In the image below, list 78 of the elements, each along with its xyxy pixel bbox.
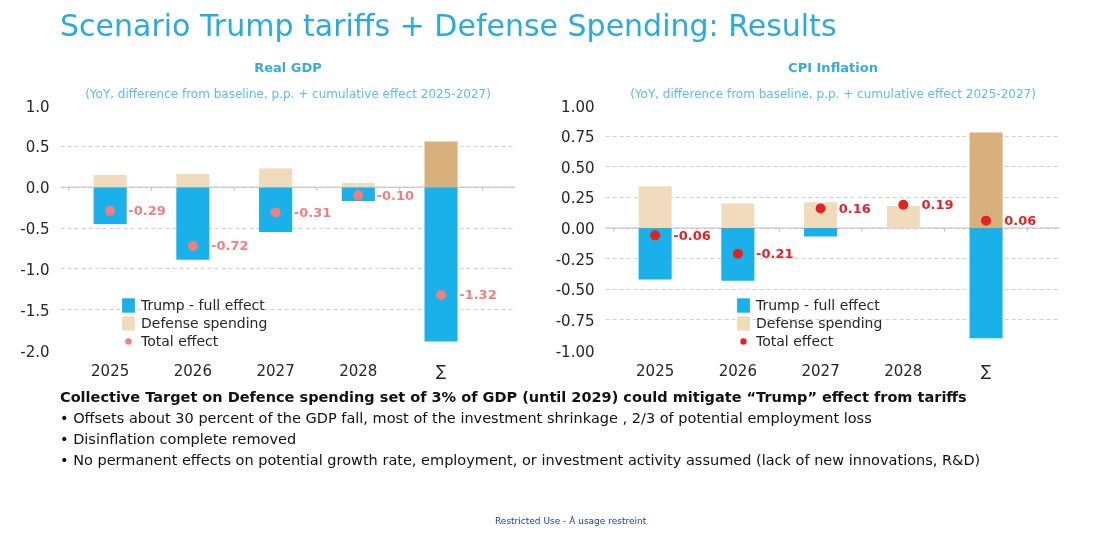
data-label: 0.06 xyxy=(1004,213,1037,229)
bar xyxy=(886,205,920,228)
y-tick-label: -1.0 xyxy=(20,260,50,279)
bar xyxy=(176,174,210,188)
bar xyxy=(969,228,1003,339)
y-tick-label: 0.25 xyxy=(561,189,595,208)
point xyxy=(981,215,992,226)
data-label: -0.31 xyxy=(293,204,332,220)
data-label: -0.29 xyxy=(128,203,166,219)
data-label: -0.10 xyxy=(376,187,414,203)
y-tick-label: 0.5 xyxy=(25,138,50,157)
y-tick-label: 1.0 xyxy=(25,97,50,116)
y-tick-label: 0.00 xyxy=(561,220,595,238)
x-tick-label: 2027 xyxy=(801,361,840,380)
chart-subtitle: (YoY, difference from baseline, p.p. + cumulative effect 2025-2027) xyxy=(630,86,1036,101)
y-tick-label: -0.75 xyxy=(555,311,595,330)
y-tick-label: -1.00 xyxy=(555,342,595,361)
y-tick-label: 0.50 xyxy=(561,158,595,177)
y-tick-label: 1.00 xyxy=(561,97,595,116)
legend-label: Total effect xyxy=(141,332,219,350)
legend-label: Trump - full effect xyxy=(756,296,880,314)
bar xyxy=(259,187,293,233)
bar xyxy=(638,228,672,280)
x-tick-label: 2028 xyxy=(339,361,378,380)
y-tick-label: -0.25 xyxy=(555,250,595,269)
x-tick-label: 2027 xyxy=(256,361,295,380)
data-label: 0.19 xyxy=(921,197,954,213)
bar xyxy=(721,203,755,228)
point xyxy=(270,207,281,218)
bar xyxy=(638,186,672,228)
bar xyxy=(424,141,458,188)
text: • No permanent effects on potential growth rate, employment, or investment activity assumed (lack of new innovations, R&D) xyxy=(60,451,982,470)
bar xyxy=(341,183,375,188)
x-tick-label: 2025 xyxy=(636,361,675,380)
bar xyxy=(176,187,210,260)
y-tick-label: -2.0 xyxy=(20,342,50,361)
bar xyxy=(93,187,127,224)
data-label: -0.21 xyxy=(756,246,794,262)
text: Collective Target on Defence spending set of 3% of GDP (until 2029) could mitigate “Trump” effect from tariffs xyxy=(60,388,968,407)
point xyxy=(187,240,198,251)
bar xyxy=(424,187,458,342)
point xyxy=(815,203,826,214)
data-label: -1.32 xyxy=(459,287,497,303)
x-tick-label: 2025 xyxy=(91,361,130,380)
point xyxy=(898,199,909,210)
point xyxy=(436,289,447,300)
text: • Disinflation complete removed xyxy=(60,430,298,449)
x-tick-label: 2026 xyxy=(173,361,212,380)
bar xyxy=(969,132,1003,228)
point xyxy=(732,248,743,259)
point xyxy=(650,230,661,241)
y-tick-label: -0.5 xyxy=(20,220,50,238)
legend-label: Defense spending xyxy=(141,314,268,332)
data-label: 0.16 xyxy=(838,200,871,216)
y-tick-label: -0.50 xyxy=(555,281,595,300)
bar xyxy=(93,174,127,188)
x-tick-label: 2026 xyxy=(718,361,757,380)
chart-subtitle: (YoY, difference from baseline, p.p. + cumulative effect 2025-2027) xyxy=(85,86,491,101)
chart-title: Real GDP xyxy=(254,59,322,75)
bar xyxy=(804,202,838,228)
legend-label: Defense spending xyxy=(756,314,883,332)
text: • Offsets about 30 percent of the GDP fall, most of the investment shrinkage , 2/3 of potential employment loss xyxy=(60,409,873,428)
chart-title: CPI Inflation xyxy=(788,59,878,75)
legend-label: Total effect xyxy=(756,332,834,350)
bar xyxy=(259,168,293,188)
text: Scenario Trump tariffs + Defense Spending: Results xyxy=(59,7,837,45)
bar xyxy=(721,228,755,281)
y-tick-label: 0.0 xyxy=(25,179,50,198)
x-tick-label: ∑ xyxy=(435,361,447,380)
data-label: -0.72 xyxy=(211,238,249,254)
y-tick-label: -1.5 xyxy=(20,301,50,320)
text: Restricted Use - À usage restreint xyxy=(494,515,647,528)
x-tick-label: 2028 xyxy=(884,361,923,380)
bar xyxy=(804,228,838,237)
x-tick-label: ∑ xyxy=(980,361,992,380)
data-label: -0.06 xyxy=(673,227,711,243)
legend-label: Trump - full effect xyxy=(141,296,265,314)
y-tick-label: 0.75 xyxy=(561,128,595,147)
